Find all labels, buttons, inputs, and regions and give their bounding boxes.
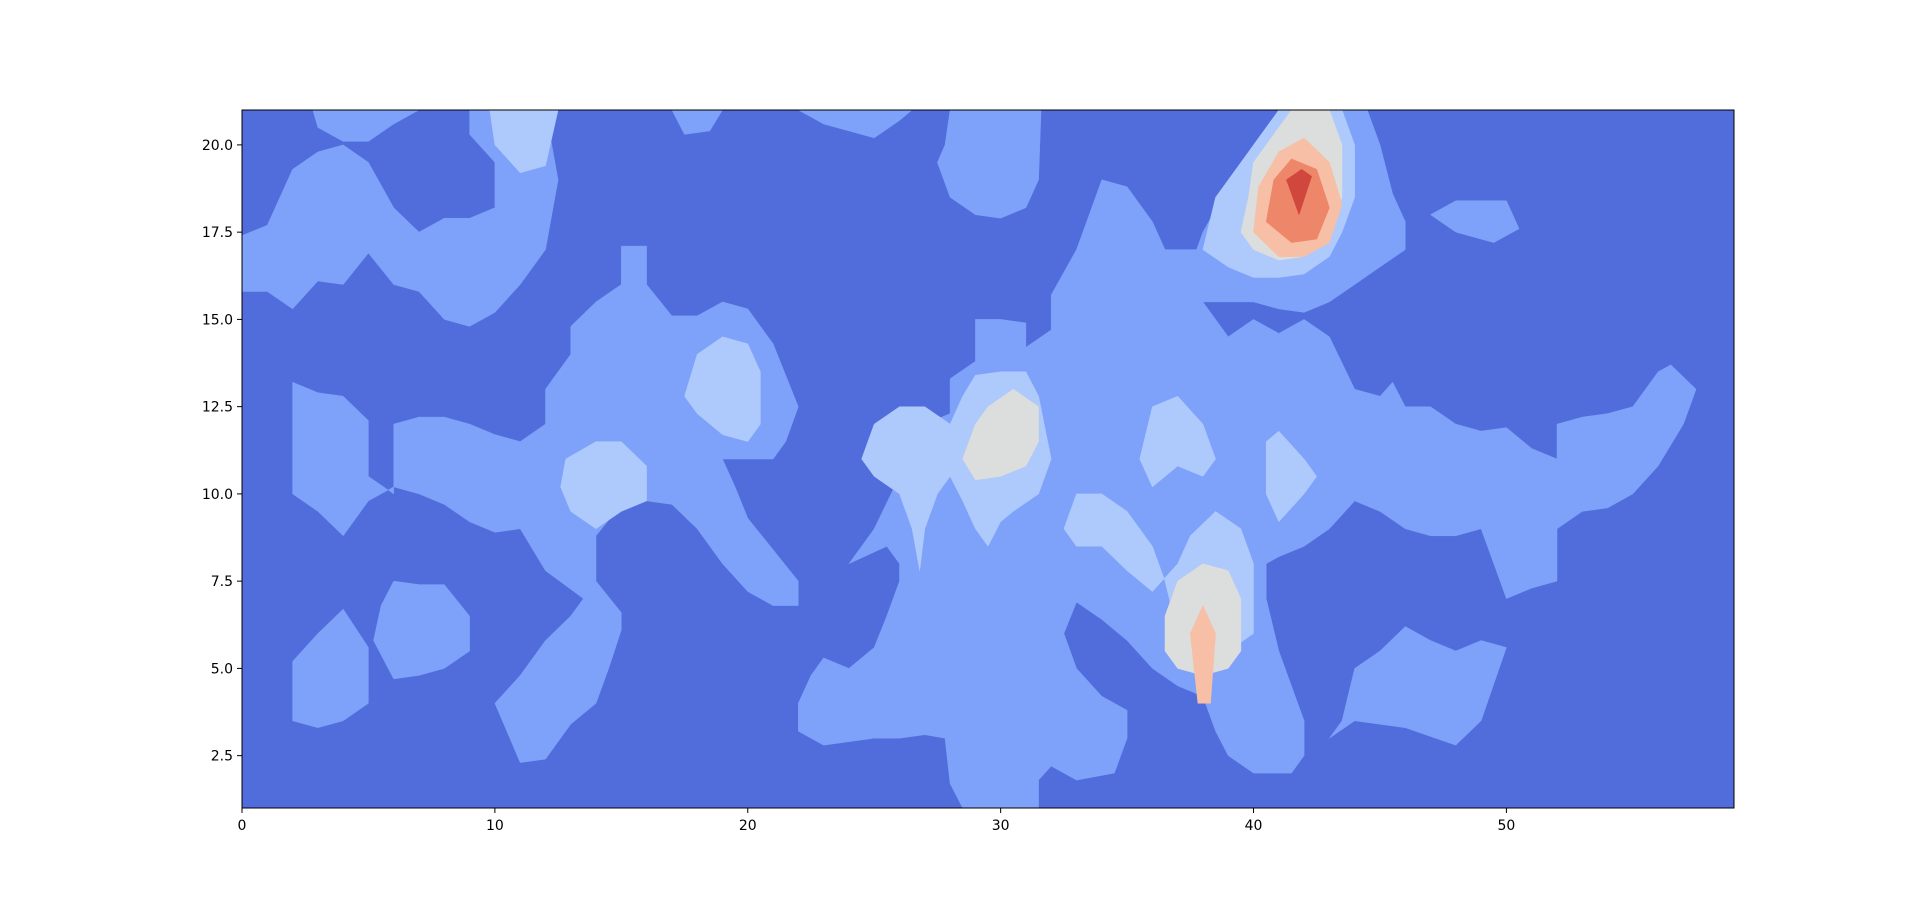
x-tick-label: 50 [1497, 818, 1515, 834]
contour-region-top-center [937, 110, 1042, 219]
y-tick-label: 17.5 [202, 225, 233, 241]
x-tick-label: 20 [739, 818, 757, 834]
y-axis: 2.5 5.0 7.5 10.0 12.5 15.0 17.5 20.0 [202, 138, 242, 765]
x-tick-label: 10 [486, 818, 504, 834]
contour-region-top-strip-a [312, 110, 420, 142]
y-tick-label: 2.5 [211, 749, 233, 765]
x-tick-label: 0 [238, 818, 247, 834]
contour-region-top-left [242, 110, 559, 327]
plot-frame [241, 109, 1735, 809]
contour-region-top-strip-c [797, 110, 913, 139]
y-tick-label: 7.5 [211, 574, 233, 590]
y-tick-label: 20.0 [202, 138, 233, 154]
contour-region-left-mid [292, 245, 799, 763]
y-tick-label: 15.0 [202, 312, 233, 328]
contour-region-center-light-c [1139, 395, 1216, 488]
contour-region-left-light-a [489, 110, 559, 174]
contour-region-right-light [1265, 430, 1318, 523]
y-tick-label: 5.0 [211, 661, 233, 677]
contour-regions [242, 110, 1697, 808]
contour-region-bottom-left [292, 608, 369, 728]
x-tick-label: 30 [992, 818, 1010, 834]
y-tick-label: 10.0 [202, 487, 233, 503]
contour-region-left-light-c [684, 336, 761, 442]
y-tick-label: 12.5 [202, 400, 233, 416]
contour-region-blob-a [373, 580, 470, 680]
x-tick-label: 40 [1245, 818, 1263, 834]
contour-region-top-strip-b [671, 110, 723, 135]
contour-region-top-right-small [1430, 200, 1520, 243]
contour-region-center-peak [962, 388, 1039, 481]
contour-region-lower-hot [1190, 604, 1216, 704]
contour-region-hot-max [1286, 168, 1312, 216]
contour-region-center [798, 179, 1697, 808]
contour-region-left-light-b [560, 441, 647, 530]
x-axis: 0 10 20 30 40 50 [238, 808, 1515, 834]
contour-region-right-bottom [1329, 626, 1507, 746]
